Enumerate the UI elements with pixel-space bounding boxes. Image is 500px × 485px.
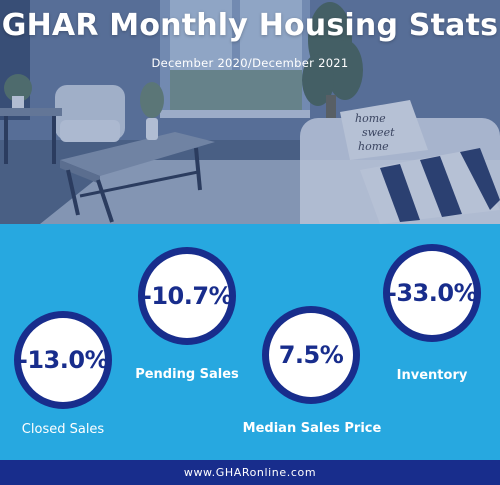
pillow-text: home sweet home xyxy=(355,112,395,153)
stats-panel: -13.0% Closed Sales -10.7% Pending Sales… xyxy=(0,224,500,460)
living-room-photo xyxy=(0,0,500,224)
inventory-circle: -33.0% xyxy=(383,244,481,342)
photo-tint xyxy=(0,0,500,224)
pending-sales-value: -10.7% xyxy=(141,282,233,310)
pending-sales-circle: -10.7% xyxy=(138,247,236,345)
footer-bar: www.GHARonline.com xyxy=(0,460,500,485)
closed-sales-circle: -13.0% xyxy=(14,311,112,409)
footer-url-link[interactable]: www.GHARonline.com xyxy=(183,466,317,479)
pending-sales-label: Pending Sales xyxy=(135,367,239,382)
pillow-word-1: home xyxy=(355,112,386,125)
closed-sales-label: Closed Sales xyxy=(21,422,105,437)
median-sales-price-label: Median Sales Price xyxy=(242,421,382,436)
median-sales-price-circle: 7.5% xyxy=(262,306,360,404)
inventory-label: Inventory xyxy=(396,368,468,383)
inventory-value: -33.0% xyxy=(386,279,478,307)
median-sales-price-value: 7.5% xyxy=(278,341,344,369)
pillow-word-3: home xyxy=(358,140,389,153)
page-title: GHAR Monthly Housing Stats xyxy=(1,8,499,43)
closed-sales-value: -13.0% xyxy=(17,346,109,374)
pillow-word-2: sweet xyxy=(362,126,395,139)
hero-photo: home sweet home GHAR Monthly Housing Sta… xyxy=(0,0,500,224)
page-subtitle: December 2020/December 2021 xyxy=(151,56,349,70)
